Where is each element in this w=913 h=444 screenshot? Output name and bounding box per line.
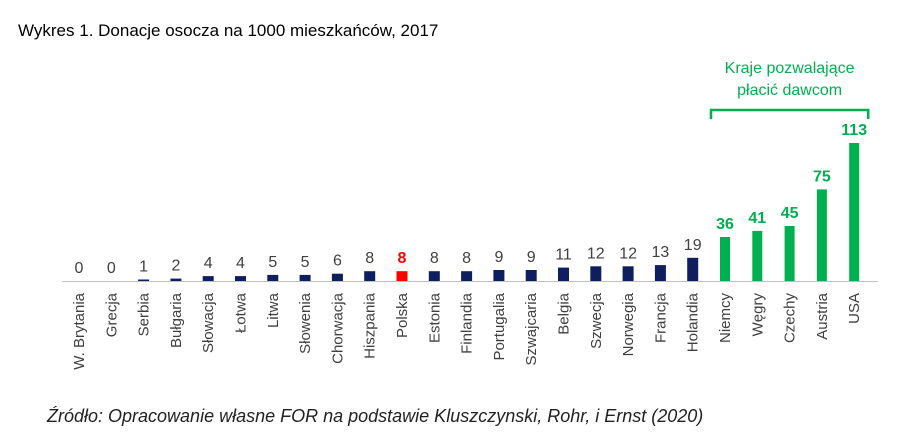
value-label-slowacja: 4 <box>204 255 213 272</box>
category-labels-layer: W. Brytania Grecja Serbia Bułgaria Słowacja Ł… <box>71 292 863 369</box>
category-label-finlandia: Finlandia <box>459 292 476 354</box>
bar-lotwa <box>235 276 246 281</box>
bar-serbia <box>138 279 150 281</box>
value-label-niemcy: 36 <box>716 216 734 233</box>
value-label-finlandia: 8 <box>462 250 471 267</box>
category-label-holandia: Holandia <box>685 292 702 352</box>
category-label-chorwacja: Chorwacja <box>329 292 346 364</box>
category-label-estonia: Estonia <box>426 292 443 343</box>
category-label-slowacja: Słowacja <box>200 292 217 353</box>
value-label-w-brytania: 0 <box>75 260 84 277</box>
bar-austria <box>816 189 827 281</box>
source-note: Źródło: Opracowanie własne FOR na podsta… <box>47 406 704 426</box>
category-label-hiszpania: Hiszpania <box>362 292 379 359</box>
category-label-niemcy: Niemcy <box>717 293 734 344</box>
value-label-belgia: 11 <box>555 247 572 264</box>
value-label-slowenia: 5 <box>301 254 310 271</box>
category-label-slowenia: Słowenia <box>297 292 314 354</box>
bar-chorwacja <box>331 273 343 281</box>
bar-slowenia <box>299 274 311 281</box>
value-label-polska: 8 <box>398 250 407 267</box>
category-label-bulgaria: Bułgaria <box>168 292 185 348</box>
category-label-norwegia: Norwegia <box>620 292 637 356</box>
group-bracket <box>709 108 870 119</box>
value-label-chorwacja: 6 <box>333 253 342 270</box>
bar-finlandia <box>461 271 473 281</box>
bar-belgia <box>558 267 569 281</box>
value-label-norwegia: 12 <box>619 245 637 262</box>
bars-layer <box>138 143 860 281</box>
category-label-czechy: Czechy <box>782 293 799 344</box>
group-label-line-2: płacić dawcom <box>737 82 842 99</box>
value-label-szwajcaria: 9 <box>527 249 536 266</box>
category-label-litwa: Litwa <box>265 292 282 328</box>
value-label-portugalia: 9 <box>494 249 503 266</box>
category-label-francja: Francja <box>652 292 669 343</box>
value-label-czechy: 45 <box>781 205 799 222</box>
category-label-szwajcaria: Szwajcaria <box>523 292 540 365</box>
bar-francja <box>654 265 666 281</box>
category-label-wegry: Węgry <box>749 293 766 337</box>
bar-niemcy <box>720 237 730 281</box>
category-label-polska: Polska <box>394 292 411 338</box>
value-label-lotwa: 4 <box>236 255 245 272</box>
bar-slowacja <box>202 276 214 281</box>
category-label-usa: USA <box>846 293 863 324</box>
value-label-serbia: 1 <box>139 259 148 276</box>
category-label-lotwa: Łotwa <box>233 292 250 333</box>
bar-szwajcaria <box>525 270 537 281</box>
value-label-wegry: 41 <box>748 210 766 227</box>
category-label-serbia: Serbia <box>136 292 153 336</box>
category-label-portugalia: Portugalia <box>491 292 508 360</box>
category-label-grecja: Grecja <box>103 292 120 337</box>
value-label-szwecja: 12 <box>587 245 605 262</box>
value-label-hiszpania: 8 <box>365 250 374 267</box>
bar-czechy <box>784 226 795 281</box>
value-label-grecja: 0 <box>107 260 116 277</box>
value-label-francja: 13 <box>652 244 670 261</box>
category-label-w-brytania: W. Brytania <box>71 292 88 369</box>
category-label-belgia: Belgia <box>556 292 573 334</box>
chart-title: Wykres 1. Donacje osocza na 1000 mieszka… <box>18 21 439 40</box>
bar-wegry <box>752 230 763 281</box>
value-label-holandia: 19 <box>684 237 702 254</box>
group-label-line-1: Kraje pozwalające <box>725 60 855 77</box>
bar-norwegia <box>622 266 634 281</box>
value-label-usa: 113 <box>841 122 867 139</box>
value-label-estonia: 8 <box>430 250 439 267</box>
bar-estonia <box>428 271 440 281</box>
bar-holandia <box>687 257 699 281</box>
category-label-szwecja: Szwecja <box>588 292 605 349</box>
bar-litwa <box>267 274 279 281</box>
category-label-austria: Austria <box>814 292 831 339</box>
bar-portugalia <box>493 270 505 281</box>
bar-szwecja <box>590 266 602 281</box>
value-label-bulgaria: 2 <box>171 258 180 275</box>
bar-bulgaria <box>170 278 182 281</box>
bar-hiszpania <box>364 271 376 281</box>
value-label-austria: 75 <box>813 168 831 185</box>
bar-polska <box>396 271 408 281</box>
value-label-litwa: 5 <box>268 254 277 271</box>
bar-usa <box>849 143 860 281</box>
